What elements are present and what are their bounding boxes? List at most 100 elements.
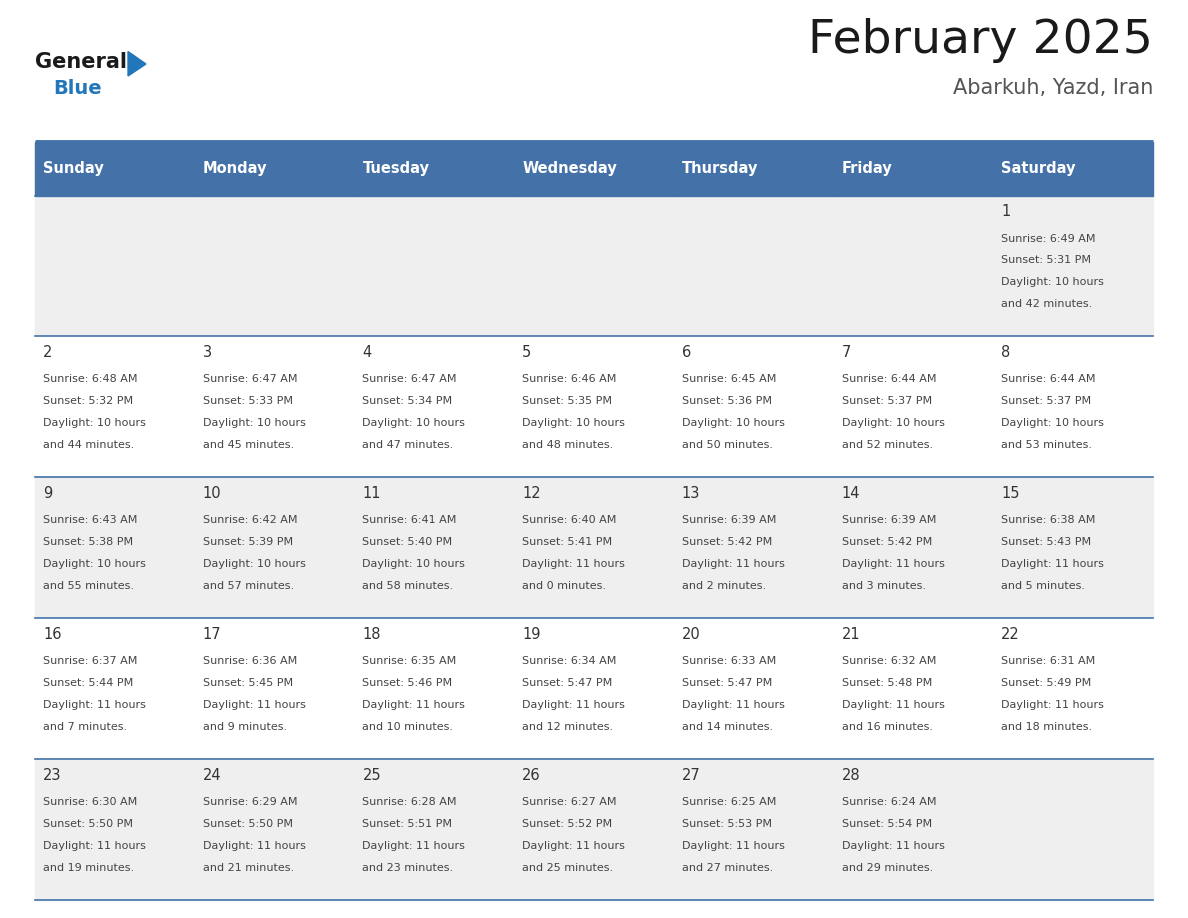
- Bar: [834, 142, 993, 196]
- Text: Sunset: 5:40 PM: Sunset: 5:40 PM: [362, 537, 453, 547]
- Text: Daylight: 10 hours: Daylight: 10 hours: [841, 418, 944, 428]
- Text: Sunrise: 6:25 AM: Sunrise: 6:25 AM: [682, 797, 776, 807]
- Text: Sunrise: 6:47 AM: Sunrise: 6:47 AM: [203, 375, 297, 385]
- Text: and 29 minutes.: and 29 minutes.: [841, 863, 933, 873]
- Bar: [993, 142, 1154, 196]
- Text: Sunset: 5:47 PM: Sunset: 5:47 PM: [523, 678, 612, 688]
- Text: Sunrise: 6:49 AM: Sunrise: 6:49 AM: [1001, 233, 1095, 243]
- Text: 9: 9: [43, 486, 52, 501]
- Text: Sunrise: 6:28 AM: Sunrise: 6:28 AM: [362, 797, 457, 807]
- Text: Sunset: 5:44 PM: Sunset: 5:44 PM: [43, 678, 133, 688]
- Text: Daylight: 11 hours: Daylight: 11 hours: [682, 559, 785, 569]
- Text: and 16 minutes.: and 16 minutes.: [841, 722, 933, 732]
- Text: and 21 minutes.: and 21 minutes.: [203, 863, 293, 873]
- Bar: [34, 477, 1154, 618]
- Text: Sunrise: 6:39 AM: Sunrise: 6:39 AM: [682, 515, 776, 525]
- Text: Sunrise: 6:35 AM: Sunrise: 6:35 AM: [362, 656, 456, 666]
- Text: and 47 minutes.: and 47 minutes.: [362, 440, 454, 450]
- Text: 12: 12: [523, 486, 541, 501]
- Text: Friday: Friday: [841, 162, 892, 176]
- Text: Sunset: 5:34 PM: Sunset: 5:34 PM: [362, 397, 453, 407]
- Text: Daylight: 11 hours: Daylight: 11 hours: [523, 559, 625, 569]
- Text: Sunset: 5:53 PM: Sunset: 5:53 PM: [682, 819, 772, 829]
- Text: 3: 3: [203, 345, 211, 360]
- Text: 8: 8: [1001, 345, 1011, 360]
- Text: Daylight: 11 hours: Daylight: 11 hours: [362, 841, 466, 851]
- Text: 22: 22: [1001, 627, 1020, 642]
- Bar: [34, 336, 1154, 477]
- Text: Sunset: 5:43 PM: Sunset: 5:43 PM: [1001, 537, 1092, 547]
- Text: Sunrise: 6:44 AM: Sunrise: 6:44 AM: [841, 375, 936, 385]
- Bar: [674, 142, 834, 196]
- Text: and 55 minutes.: and 55 minutes.: [43, 581, 134, 591]
- Text: 1: 1: [1001, 204, 1011, 219]
- Text: Sunrise: 6:29 AM: Sunrise: 6:29 AM: [203, 797, 297, 807]
- Text: Sunset: 5:50 PM: Sunset: 5:50 PM: [203, 819, 292, 829]
- Text: 25: 25: [362, 767, 381, 782]
- Text: Sunset: 5:50 PM: Sunset: 5:50 PM: [43, 819, 133, 829]
- Text: Blue: Blue: [53, 79, 102, 98]
- Text: Sunrise: 6:33 AM: Sunrise: 6:33 AM: [682, 656, 776, 666]
- Text: Sunset: 5:36 PM: Sunset: 5:36 PM: [682, 397, 772, 407]
- Text: Sunset: 5:37 PM: Sunset: 5:37 PM: [1001, 397, 1092, 407]
- Text: General: General: [34, 52, 127, 72]
- Bar: [34, 759, 1154, 900]
- Text: Daylight: 11 hours: Daylight: 11 hours: [1001, 700, 1104, 710]
- Text: Daylight: 10 hours: Daylight: 10 hours: [1001, 277, 1104, 287]
- Text: Daylight: 10 hours: Daylight: 10 hours: [682, 418, 785, 428]
- Text: Sunrise: 6:41 AM: Sunrise: 6:41 AM: [362, 515, 457, 525]
- Text: Sunset: 5:52 PM: Sunset: 5:52 PM: [523, 819, 612, 829]
- Text: 11: 11: [362, 486, 381, 501]
- Text: Sunset: 5:46 PM: Sunset: 5:46 PM: [362, 678, 453, 688]
- Text: and 52 minutes.: and 52 minutes.: [841, 440, 933, 450]
- Text: 2: 2: [43, 345, 52, 360]
- Text: Sunrise: 6:30 AM: Sunrise: 6:30 AM: [43, 797, 138, 807]
- Text: Daylight: 11 hours: Daylight: 11 hours: [523, 700, 625, 710]
- Text: Sunset: 5:47 PM: Sunset: 5:47 PM: [682, 678, 772, 688]
- Text: Sunrise: 6:34 AM: Sunrise: 6:34 AM: [523, 656, 617, 666]
- Text: 15: 15: [1001, 486, 1019, 501]
- Text: Daylight: 11 hours: Daylight: 11 hours: [841, 559, 944, 569]
- Text: Sunset: 5:31 PM: Sunset: 5:31 PM: [1001, 255, 1092, 265]
- Text: and 45 minutes.: and 45 minutes.: [203, 440, 293, 450]
- Text: Sunset: 5:49 PM: Sunset: 5:49 PM: [1001, 678, 1092, 688]
- Text: 26: 26: [523, 767, 541, 782]
- Bar: [34, 196, 1154, 336]
- Text: Monday: Monday: [203, 162, 267, 176]
- Text: 21: 21: [841, 627, 860, 642]
- Text: and 44 minutes.: and 44 minutes.: [43, 440, 134, 450]
- Text: Sunset: 5:54 PM: Sunset: 5:54 PM: [841, 819, 931, 829]
- Text: Sunrise: 6:44 AM: Sunrise: 6:44 AM: [1001, 375, 1095, 385]
- Text: Tuesday: Tuesday: [362, 162, 429, 176]
- Text: Daylight: 11 hours: Daylight: 11 hours: [203, 841, 305, 851]
- Text: Daylight: 11 hours: Daylight: 11 hours: [1001, 559, 1104, 569]
- Text: Daylight: 10 hours: Daylight: 10 hours: [43, 559, 146, 569]
- Text: Sunrise: 6:36 AM: Sunrise: 6:36 AM: [203, 656, 297, 666]
- Polygon shape: [128, 51, 146, 76]
- Text: Sunset: 5:32 PM: Sunset: 5:32 PM: [43, 397, 133, 407]
- Text: Sunset: 5:38 PM: Sunset: 5:38 PM: [43, 537, 133, 547]
- Text: Sunrise: 6:24 AM: Sunrise: 6:24 AM: [841, 797, 936, 807]
- Text: 27: 27: [682, 767, 701, 782]
- Text: Sunset: 5:48 PM: Sunset: 5:48 PM: [841, 678, 931, 688]
- Text: 14: 14: [841, 486, 860, 501]
- Text: Sunset: 5:35 PM: Sunset: 5:35 PM: [523, 397, 612, 407]
- Text: Sunrise: 6:38 AM: Sunrise: 6:38 AM: [1001, 515, 1095, 525]
- Text: 10: 10: [203, 486, 221, 501]
- Text: Abarkuh, Yazd, Iran: Abarkuh, Yazd, Iran: [953, 78, 1154, 98]
- Text: Sunrise: 6:32 AM: Sunrise: 6:32 AM: [841, 656, 936, 666]
- Text: Sunrise: 6:27 AM: Sunrise: 6:27 AM: [523, 797, 617, 807]
- Text: and 58 minutes.: and 58 minutes.: [362, 581, 454, 591]
- Bar: [354, 142, 514, 196]
- Text: and 25 minutes.: and 25 minutes.: [523, 863, 613, 873]
- Text: Daylight: 11 hours: Daylight: 11 hours: [841, 700, 944, 710]
- Text: Sunrise: 6:46 AM: Sunrise: 6:46 AM: [523, 375, 617, 385]
- Text: Daylight: 11 hours: Daylight: 11 hours: [203, 700, 305, 710]
- Text: Sunrise: 6:31 AM: Sunrise: 6:31 AM: [1001, 656, 1095, 666]
- Bar: [514, 142, 674, 196]
- Text: 16: 16: [43, 627, 62, 642]
- Text: and 7 minutes.: and 7 minutes.: [43, 722, 127, 732]
- Text: Thursday: Thursday: [682, 162, 758, 176]
- Text: and 0 minutes.: and 0 minutes.: [523, 581, 606, 591]
- Text: and 5 minutes.: and 5 minutes.: [1001, 581, 1086, 591]
